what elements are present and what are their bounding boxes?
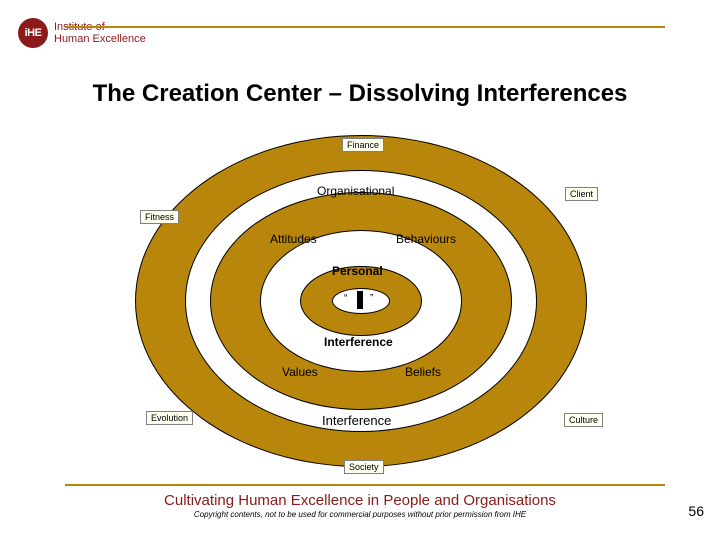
- quote-right: ”: [370, 293, 373, 304]
- concentric-diagram: Finance Fitness Client Evolution Culture…: [0, 120, 720, 480]
- page-title: The Creation Center – Dissolving Interfe…: [0, 80, 720, 108]
- footer-copyright: Copyright contents, not to be used for c…: [0, 510, 720, 519]
- logo-line2: Human Excellence: [54, 33, 146, 45]
- label-values: Values: [282, 365, 318, 379]
- label-personal: Personal: [332, 264, 383, 278]
- label-beliefs: Beliefs: [405, 365, 441, 379]
- center-i-icon: [357, 291, 363, 309]
- label-attitudes: Attitudes: [270, 232, 317, 246]
- logo-mark-icon: iHE: [18, 18, 48, 48]
- label-evolution: Evolution: [146, 411, 193, 425]
- logo-text: Institute of Human Excellence: [54, 21, 146, 45]
- footer-title: Cultivating Human Excellence in People a…: [0, 492, 720, 509]
- logo: iHE Institute of Human Excellence: [18, 18, 146, 48]
- label-finance: Finance: [342, 138, 384, 152]
- quote-left: “: [344, 293, 347, 304]
- label-behaviours: Behaviours: [396, 232, 456, 246]
- label-fitness: Fitness: [140, 210, 179, 224]
- label-client: Client: [565, 187, 598, 201]
- label-interference-inner: Interference: [324, 335, 393, 349]
- label-culture: Culture: [564, 413, 603, 427]
- label-interference-outer: Interference: [322, 413, 391, 428]
- page-number: 56: [688, 503, 704, 519]
- bottom-rule: [65, 484, 665, 486]
- top-rule: [65, 26, 665, 28]
- label-society: Society: [344, 460, 384, 474]
- label-organisational: Organisational: [317, 184, 394, 198]
